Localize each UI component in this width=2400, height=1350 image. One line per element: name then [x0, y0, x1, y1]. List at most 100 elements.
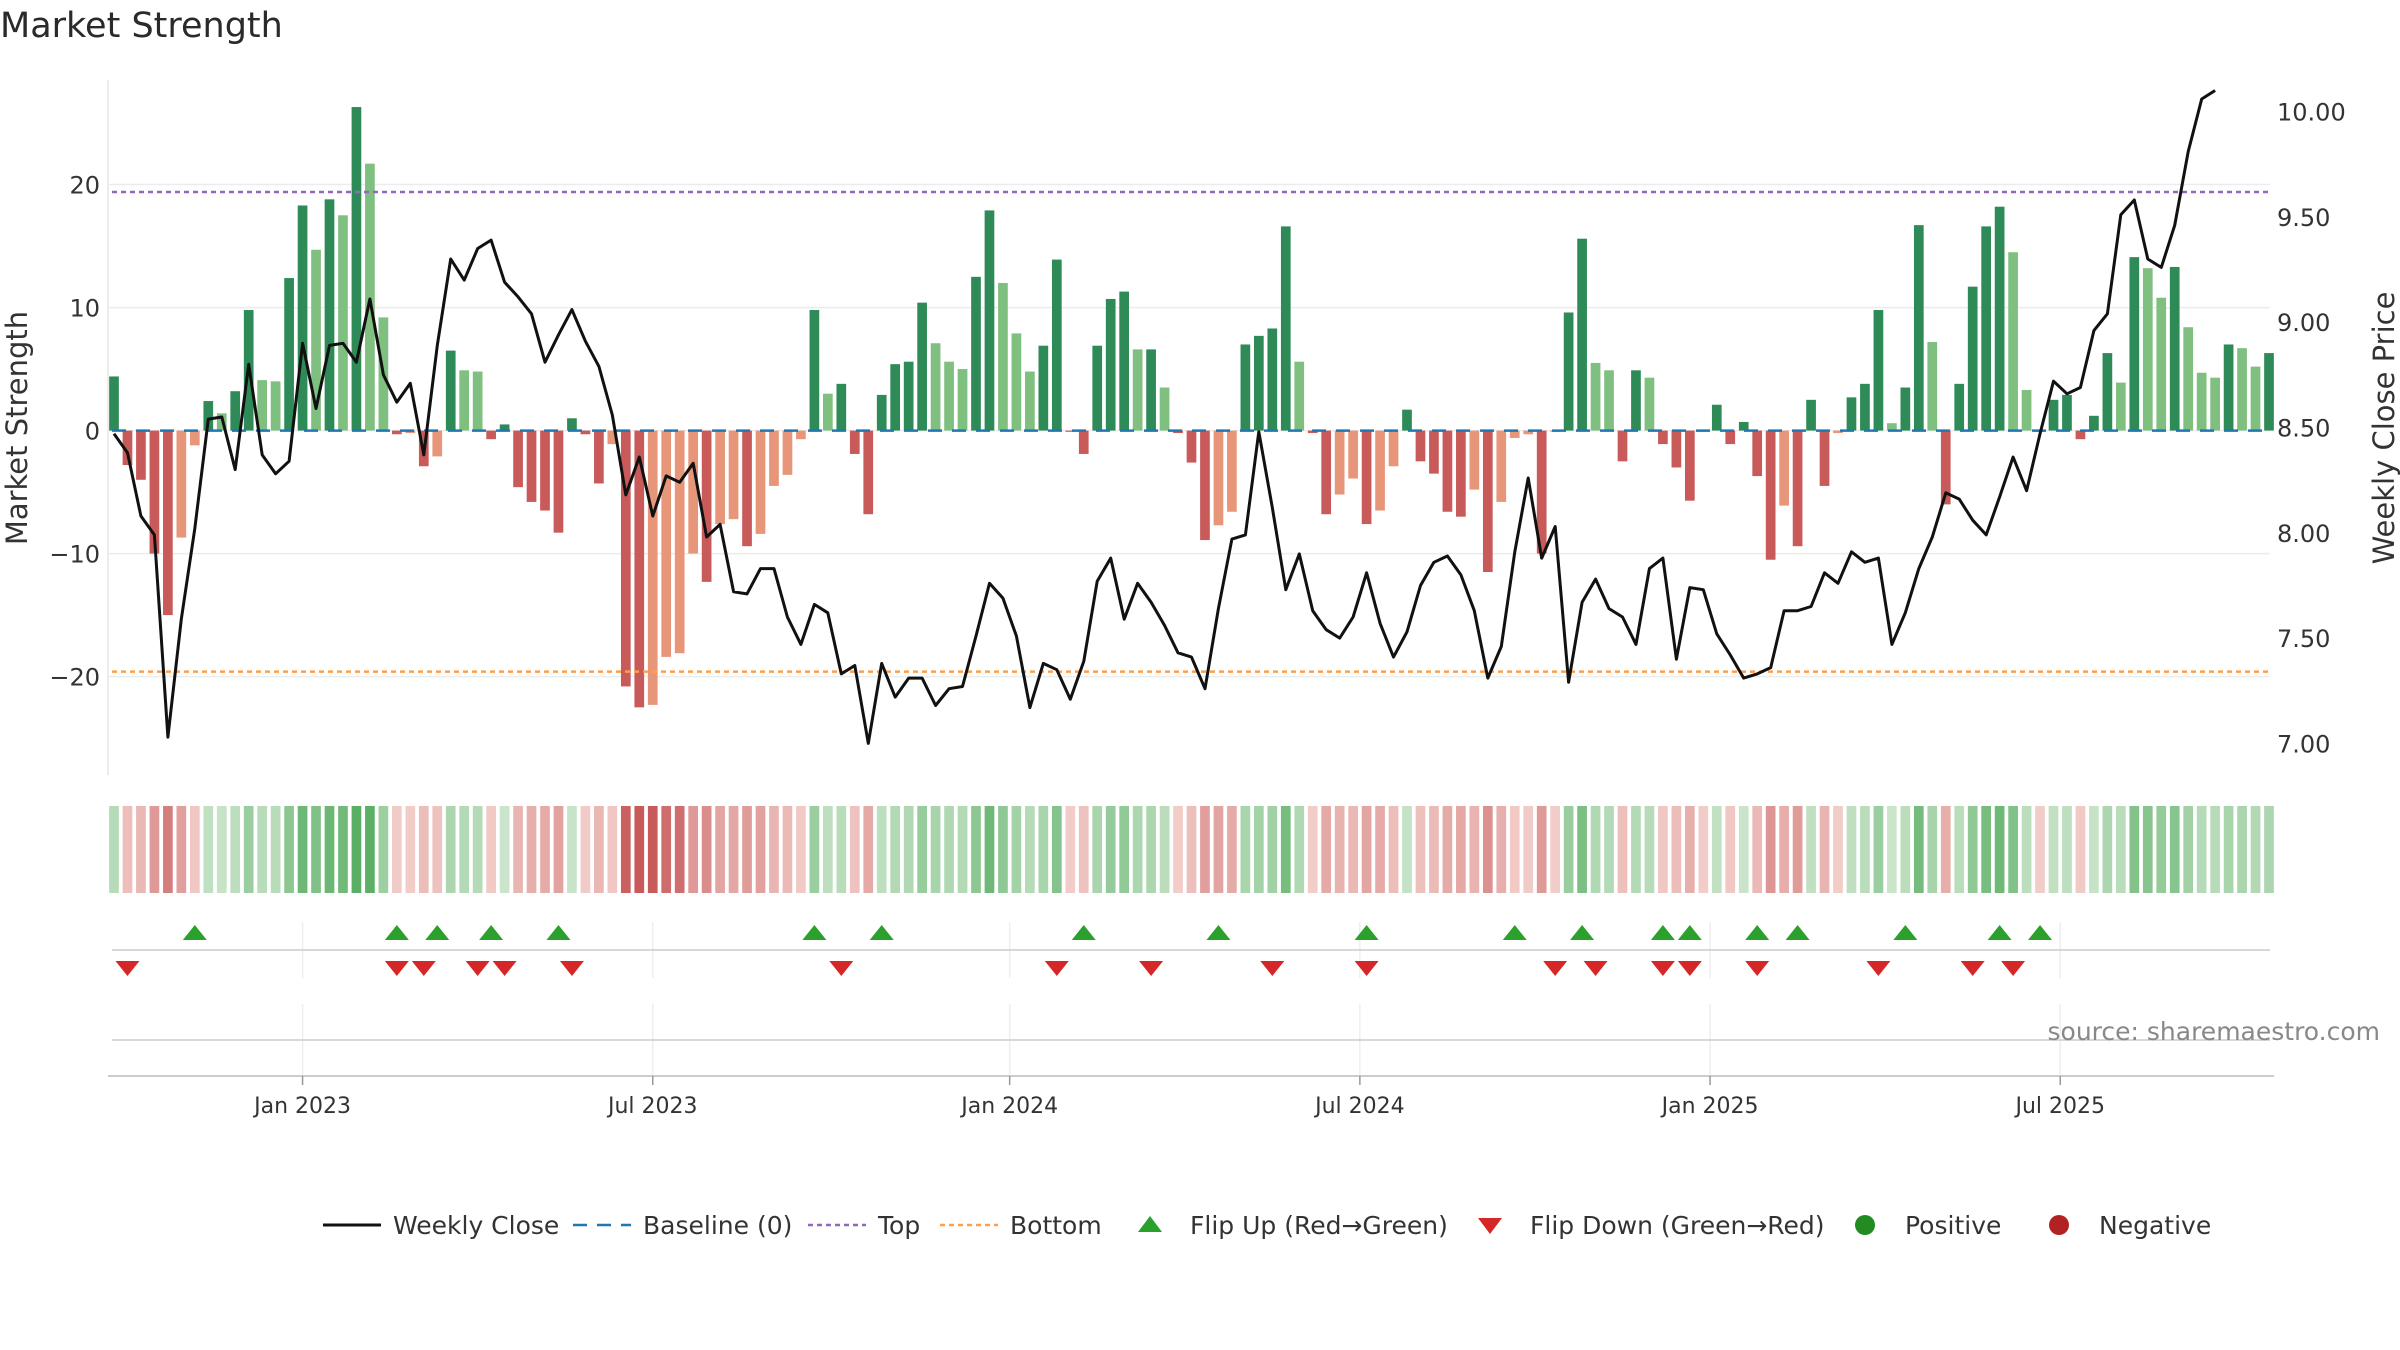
flip-down-marker [492, 961, 517, 976]
strength-bar [1375, 430, 1385, 511]
strength-bar [1469, 430, 1480, 490]
strength-bar [1186, 430, 1197, 463]
heat-cell [1146, 806, 1156, 893]
strength-bar [1658, 430, 1668, 445]
heat-cell [1779, 806, 1789, 893]
left-tick-label: 20 [69, 172, 100, 200]
legend-flip-down-swatch [1478, 1218, 1502, 1234]
heat-cell [1482, 806, 1493, 893]
strength-bar [822, 393, 833, 431]
heat-cell [553, 806, 564, 893]
strength-bar [136, 430, 146, 480]
heat-cell [1051, 806, 1062, 893]
weekly-close-line [112, 89, 2216, 745]
strength-bar [2237, 348, 2247, 431]
heat-cell [136, 806, 146, 893]
heat-cell [849, 806, 860, 893]
flip-up-marker [1745, 925, 1770, 940]
strength-bar [674, 430, 685, 654]
flip-panel [112, 922, 2270, 1076]
strength-bar [755, 430, 766, 534]
heat-cell [1388, 806, 1399, 893]
strength-bar [1442, 430, 1453, 512]
heat-cell [1415, 806, 1426, 893]
heat-cell [930, 806, 941, 893]
heat-cell [2156, 806, 2167, 893]
heat-cell [1927, 806, 1938, 893]
heat-cell [1173, 806, 1183, 893]
strength-bar [1496, 430, 1507, 502]
heat-cell [661, 806, 672, 893]
strength-bar [1523, 430, 1534, 435]
heat-cell [1967, 806, 1978, 893]
heat-cell [1456, 806, 1466, 893]
strength-bar [1119, 291, 1130, 431]
strength-bar [1402, 409, 1412, 431]
strength-bar [594, 430, 604, 484]
heat-cell [1159, 806, 1170, 893]
heat-cell [2021, 806, 2032, 893]
strength-bar [2142, 268, 2153, 431]
heat-cell [1267, 806, 1278, 893]
heat-cell [418, 806, 429, 893]
heat-cell [2183, 806, 2194, 893]
heat-cell [1375, 806, 1385, 893]
heat-cell [876, 806, 887, 893]
heat-cell [1940, 806, 1951, 893]
heat-cell [1806, 806, 1816, 893]
strength-bar [540, 430, 550, 511]
strength-bar [2196, 372, 2207, 431]
strength-bar [1038, 345, 1049, 431]
flip-up-marker [1987, 925, 2012, 940]
flip-down-marker [1583, 961, 1608, 976]
strength-bar [849, 430, 860, 454]
heat-cell [620, 806, 631, 893]
heat-cell [1833, 806, 1843, 893]
strength-bar [944, 361, 954, 431]
heat-cell [1900, 806, 1911, 893]
strength-bar [984, 210, 995, 431]
flip-down-marker [1139, 961, 1164, 976]
strength-bar [1294, 361, 1305, 431]
heat-cell [526, 806, 537, 893]
strength-bar [270, 381, 281, 431]
strength-bar [189, 430, 200, 446]
heat-cell [445, 806, 456, 893]
heat-cell [311, 806, 321, 893]
heat-cell [2237, 806, 2247, 893]
strength-bar [1280, 226, 1291, 431]
strength-bar [1725, 430, 1736, 445]
flip-down-marker [1866, 961, 1891, 976]
strength-bar [2210, 377, 2220, 431]
heat-cell [1132, 806, 1143, 893]
strength-bar [1860, 383, 1870, 431]
heat-cell [1442, 806, 1453, 893]
strength-bar [445, 350, 456, 431]
strength-bar [553, 430, 564, 533]
heat-cell [2115, 806, 2126, 893]
strength-bar [634, 430, 645, 708]
heat-cell [1644, 806, 1655, 893]
flip-up-marker [1502, 925, 1527, 940]
strength-bar [567, 418, 577, 431]
strength-bar [728, 430, 739, 520]
heat-cell [890, 806, 901, 893]
heat-cell [2129, 806, 2140, 893]
heat-cell [1078, 806, 1089, 893]
strength-bar [2089, 415, 2099, 431]
heat-cell [2048, 806, 2059, 893]
strength-bar [1267, 328, 1278, 431]
heat-cell [365, 806, 375, 893]
strength-bar [2115, 382, 2126, 431]
strength-bar [1509, 430, 1520, 438]
strength-bar [836, 383, 847, 431]
chart-title: Market Strength [0, 6, 283, 46]
strength-bar [647, 430, 658, 705]
source-label: source: sharemaestro.com [2048, 1017, 2381, 1046]
left-tick-label: 10 [69, 295, 100, 323]
legend-label: Baseline (0) [643, 1211, 792, 1240]
heat-cell [634, 806, 645, 893]
heat-cell [1738, 806, 1749, 893]
strength-bar [2223, 344, 2234, 431]
